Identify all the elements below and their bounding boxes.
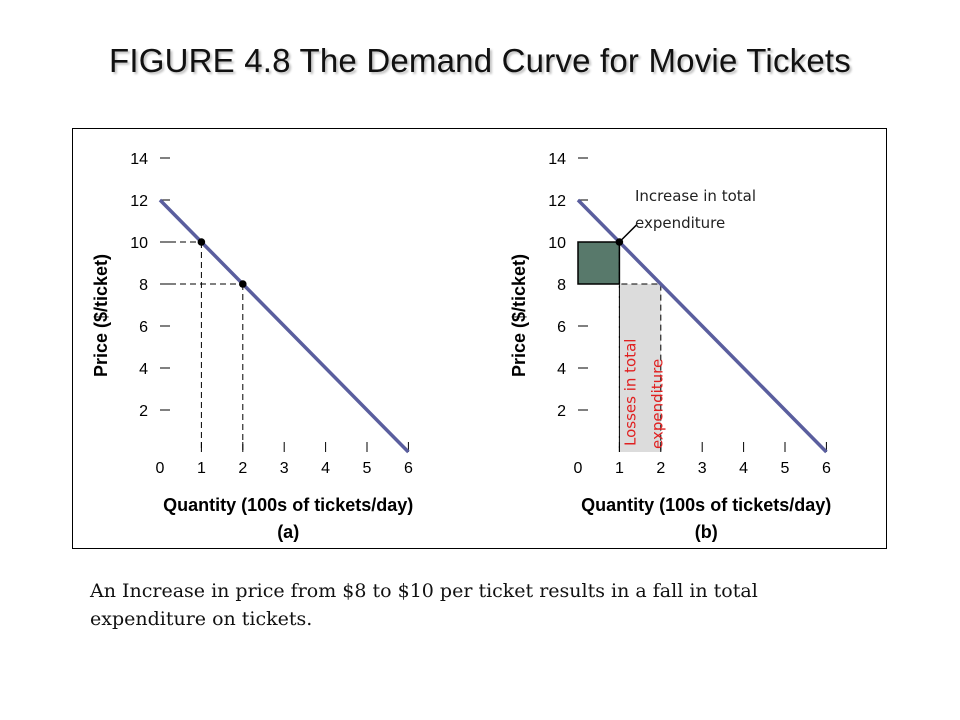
- x-axis-label-b: Quantity (100s of tickets/day): [581, 495, 831, 515]
- data-point-a: [197, 238, 206, 246]
- y-tick-label-a-10: 10: [130, 235, 148, 252]
- x-tick-label-a-0: 0: [156, 460, 165, 477]
- panel-label-a: (a): [277, 522, 299, 542]
- y-tick-label-b-4: 4: [557, 361, 566, 378]
- y-tick-label-a-2: 2: [139, 403, 148, 420]
- figure-caption: An Increase in price from $8 to $10 per …: [90, 580, 758, 630]
- x-tick-label-a-2: 2: [238, 460, 247, 477]
- figure-frame: 0 1 2 3 4 5 6 2 4 6 8 10 12 14 Quantity (100s of ticke…: [72, 128, 887, 549]
- y-tick-label-b-6: 6: [557, 319, 566, 336]
- annotation-increase-line-1: Increase in total: [635, 187, 756, 205]
- y-tick-label-a-14: 14: [130, 151, 148, 168]
- y-tick-label-b-14: 14: [548, 151, 566, 168]
- x-tick-label-a-5: 5: [363, 460, 372, 477]
- x-tick-label-b-5: 5: [781, 460, 790, 477]
- annotation-increase-line-2: expenditure: [635, 214, 725, 232]
- demand-curve-b: [576, 198, 828, 454]
- loss-area-outline: [618, 283, 662, 452]
- y-tick-label-a-12: 12: [130, 193, 148, 210]
- expenditure-loss-area: [619, 284, 661, 452]
- y-tick-label-a-6: 6: [139, 319, 148, 336]
- x-tick-label-b-0: 0: [574, 460, 583, 477]
- y-tick-label-b-10: 10: [548, 235, 566, 252]
- x-tick-label-a-3: 3: [280, 460, 289, 477]
- x-tick-label-b-4: 4: [739, 460, 748, 477]
- y-tick-label-b-8: 8: [557, 277, 566, 294]
- annotation-loss-line-1: Losses in total: [621, 339, 639, 446]
- x-tick-label-a-1: 1: [197, 460, 206, 477]
- x-tick-label-b-3: 3: [698, 460, 707, 477]
- y-axis-label-a: Price ($/ticket): [91, 254, 111, 377]
- expenditure-gain-area: [577, 241, 621, 285]
- data-point-b: [615, 238, 624, 246]
- x-tick-label-a-6: 6: [404, 460, 413, 477]
- annotation-loss-line-2: expenditure: [648, 359, 666, 449]
- y-tick-label-b-2: 2: [557, 403, 566, 420]
- data-point-a: [239, 280, 247, 288]
- y-tick-label-a-8: 8: [139, 277, 148, 294]
- y-tick-label-b-12: 12: [548, 193, 566, 210]
- y-axis-label-b: Price ($/ticket): [509, 254, 529, 377]
- x-axis-label-a: Quantity (100s of tickets/day): [163, 495, 413, 515]
- page-title: FIGURE 4.8 The Demand Curve for Movie Ti…: [109, 42, 851, 79]
- annotation-arrow: [620, 224, 637, 241]
- x-tick-label-b-2: 2: [656, 460, 665, 477]
- panel-label-b: (b): [695, 522, 718, 542]
- x-tick-label-b-1: 1: [615, 460, 624, 477]
- x-tick-label-a-4: 4: [321, 460, 330, 477]
- demand-curve-a: [158, 198, 410, 454]
- y-tick-label-a-4: 4: [139, 361, 148, 378]
- x-tick-label-b-6: 6: [822, 460, 831, 477]
